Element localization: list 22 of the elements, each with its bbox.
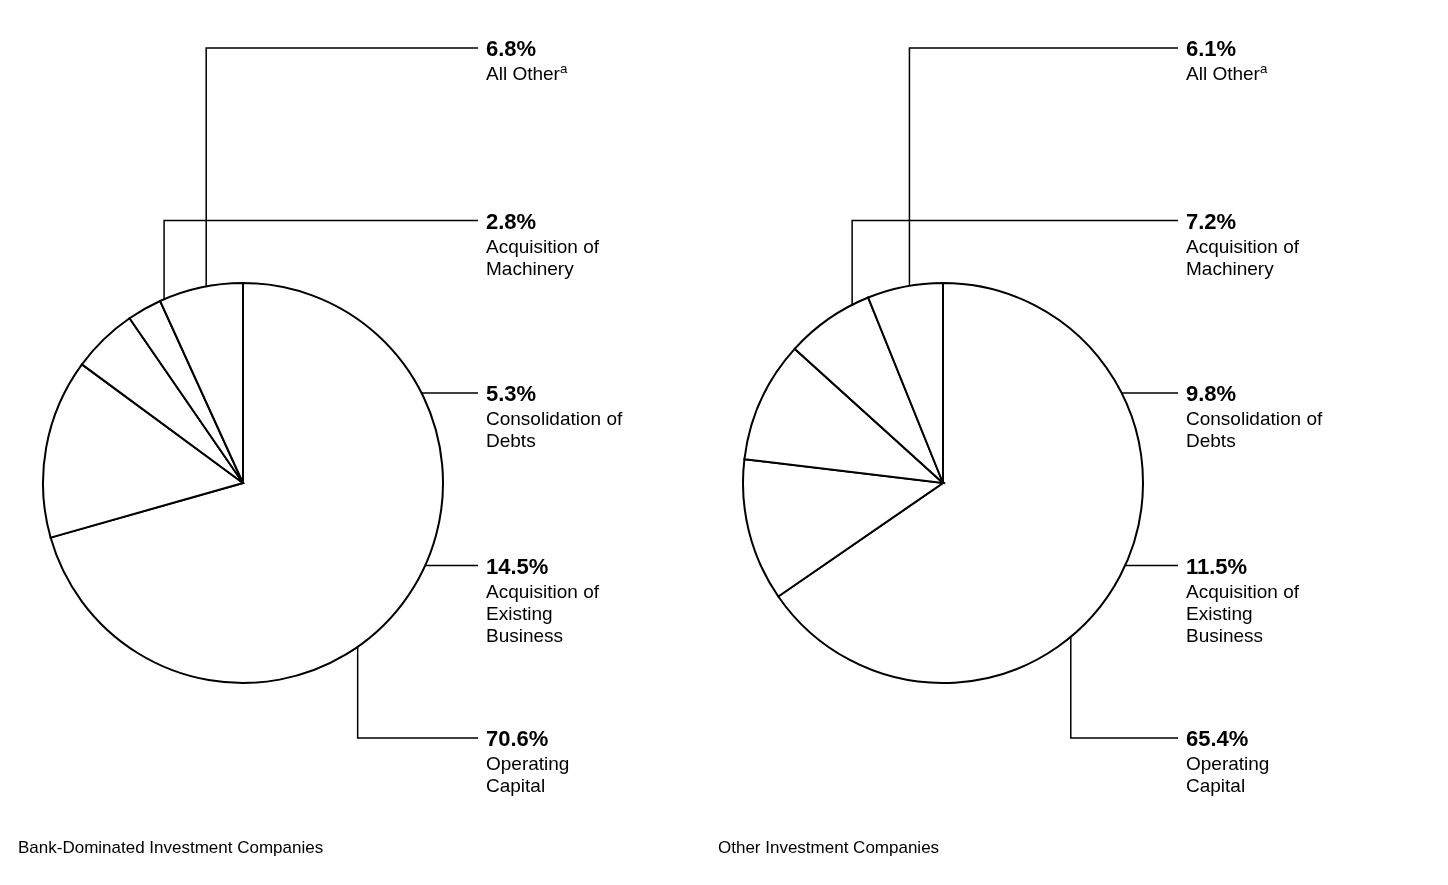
- slice-label: All Other$^{a}$: [486, 60, 568, 84]
- data-label: 2.8%: [486, 208, 537, 234]
- slice-label: Consolidation of Debts: [486, 408, 623, 451]
- slice-label: Acquisition of Machinery: [1186, 235, 1300, 279]
- data-label: 5.3%: [486, 381, 537, 406]
- slice-label: All Other$^{a}$: [1186, 60, 1268, 84]
- data-label: 11.5%: [1186, 553, 1248, 579]
- data-label: 70.6%: [486, 726, 549, 751]
- data-label: 14.5%: [486, 553, 549, 579]
- slice-label: Acquisition of Machinery: [486, 235, 600, 279]
- slice-label: Consolidation of Debts: [1186, 408, 1323, 451]
- text: Bank-Dominated Investment Companies: [18, 838, 325, 858]
- text: Other Investment Companies: [718, 838, 941, 858]
- data-label: 7.2%: [1186, 208, 1237, 234]
- data-label: 6.1%: [1186, 36, 1237, 61]
- slice-label: Acquisition of Existing Business: [1186, 580, 1300, 646]
- slice-label: Operating Capital: [486, 753, 570, 796]
- data-label: 65.4%: [1186, 726, 1249, 751]
- slice-label: Acquisition of Existing Business: [486, 580, 600, 646]
- data-label: 6.8%: [486, 36, 537, 61]
- data-label: 9.8%: [1186, 381, 1237, 406]
- slice-label: Operating Capital: [1186, 753, 1270, 796]
